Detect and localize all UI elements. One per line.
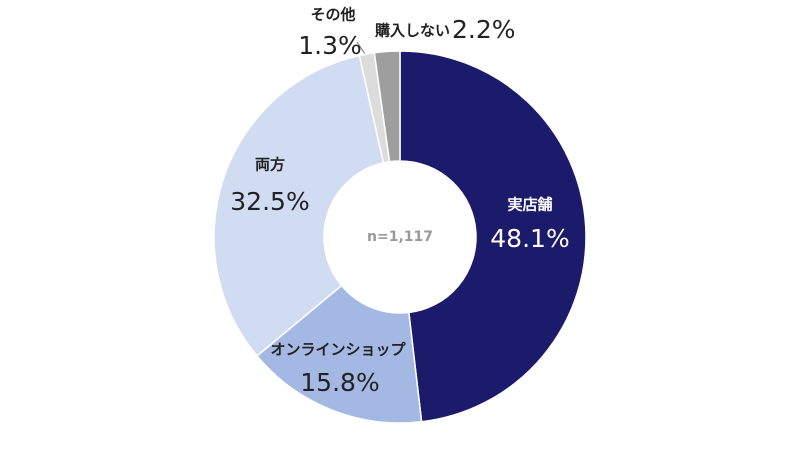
center-label: n=1,117 <box>367 229 433 245</box>
donut-slice <box>399 50 587 423</box>
slice-label: 実店舗 <box>507 196 552 214</box>
slice-label: その他 <box>310 6 355 24</box>
value-label: 1.3% <box>298 31 362 60</box>
donut-slice <box>255 284 423 424</box>
slice-label: 購入しない <box>374 22 450 40</box>
slice-label: オンラインショップ <box>270 341 406 359</box>
donut-slice <box>373 50 401 163</box>
value-label: 2.2% <box>452 15 516 44</box>
value-label: 32.5% <box>230 187 309 216</box>
value-label: 15.8% <box>300 368 379 397</box>
slice-label: 両方 <box>255 156 285 174</box>
value-label: 48.1% <box>490 224 569 253</box>
donut-slice <box>213 54 385 357</box>
